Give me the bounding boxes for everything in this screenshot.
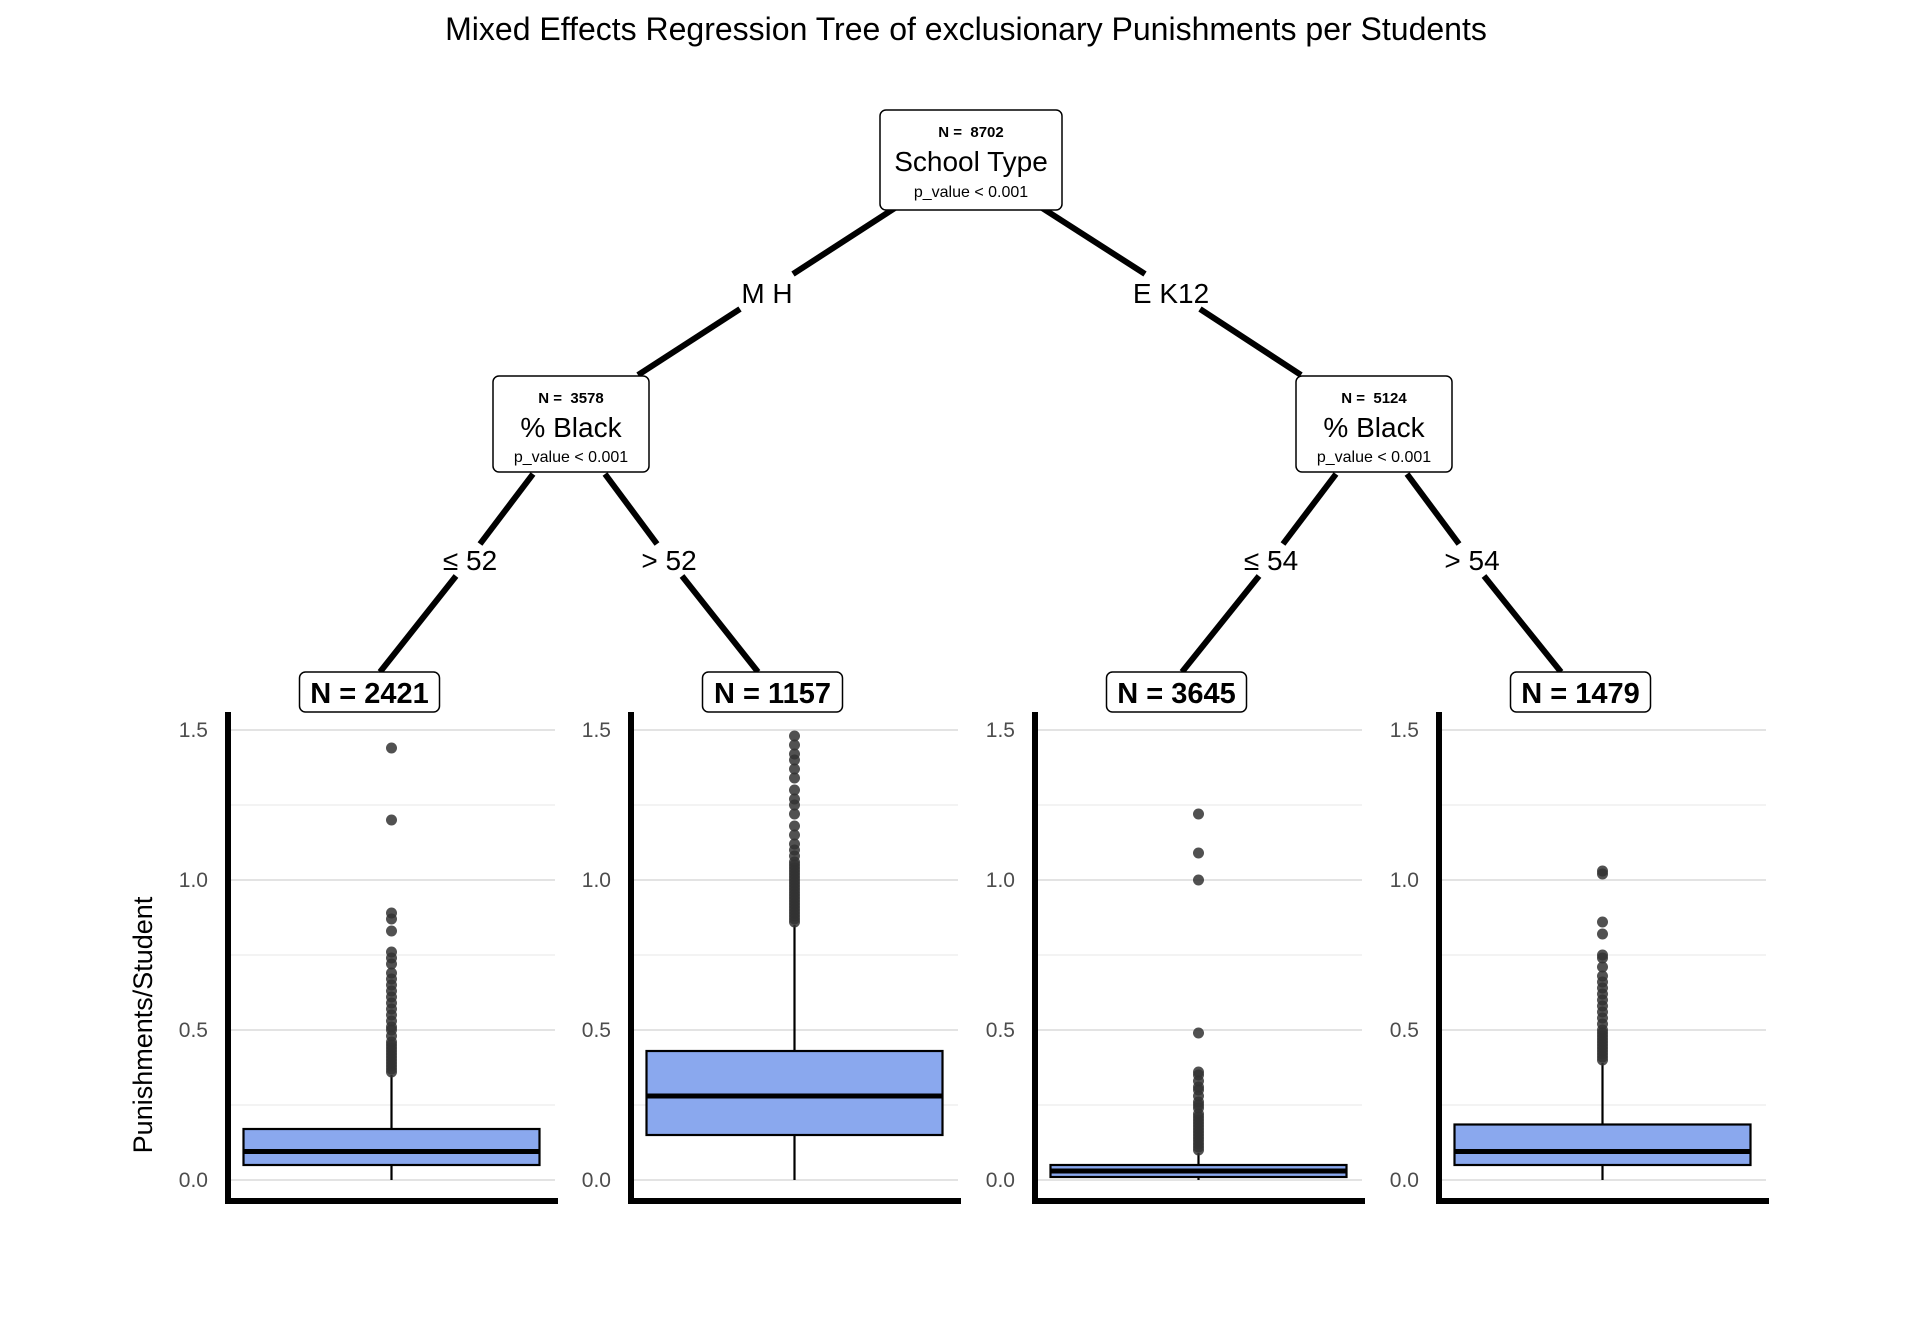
outlier-point [789, 730, 800, 742]
outlier-point [1597, 928, 1608, 940]
leaf-panel-3: 0.0 0.5 1.0 1.5 N = 3645 [986, 671, 1365, 1204]
edge-label-left-le: ≤ 52 [443, 545, 497, 576]
outlier-point [789, 808, 800, 820]
outlier-point [1597, 961, 1608, 973]
edge-root-right [1037, 203, 1147, 277]
outlier-point [1193, 874, 1204, 886]
outlier-point [1193, 1027, 1204, 1039]
iqr-box [242, 1127, 541, 1167]
outlier-point [789, 754, 800, 766]
leaf-label-box [1105, 671, 1248, 713]
inner-node-left-variable: % Black [520, 412, 622, 443]
leaf-label-box [701, 671, 844, 713]
chart-title: Mixed Effects Regression Tree of exclusi… [445, 11, 1487, 47]
inner-node-left-n: N = 3578 [538, 390, 603, 407]
edge-label-mh: M H [741, 278, 792, 309]
iqr-box [1453, 1123, 1752, 1167]
y-tick-label: 1.0 [179, 869, 208, 892]
leaf-n-label: N = 2421 [310, 678, 429, 710]
edge-right-le [1280, 472, 1339, 546]
edge-label-ek12: E K12 [1133, 278, 1209, 309]
leaf-panel-1: 0.0 0.5 1.0 1.5 N = 2421 [179, 671, 558, 1204]
iqr-box [645, 1049, 944, 1137]
leaf-n-label: N = 3645 [1117, 678, 1236, 710]
leaf-panel-4: 0.0 0.5 1.0 1.5 N = 1479 [1390, 671, 1769, 1204]
y-tick-label: 1.0 [1390, 869, 1419, 892]
outlier-point [386, 913, 397, 925]
edge-left-gt-lower [679, 574, 761, 674]
edge-left-le-lower [377, 574, 459, 674]
outlier-point [789, 916, 800, 928]
edge-label-left-gt: > 52 [641, 545, 696, 576]
inner-node-left-pvalue: p_value < 0.001 [514, 449, 628, 466]
edge-root-right-lower [1198, 306, 1303, 378]
root-node-variable: School Type [894, 146, 1048, 177]
y-tick-label: 0.5 [1390, 1019, 1419, 1042]
outlier-point [1597, 868, 1608, 880]
tree-edges [377, 203, 1564, 674]
root-node-n: N = 8702 [938, 124, 1003, 141]
outlier-point [789, 784, 800, 796]
outlier-point [386, 1066, 397, 1078]
inner-node-right: N = 5124 % Black p_value < 0.001 [1295, 375, 1453, 473]
leaf-panels: 0.0 0.5 1.0 1.5 N = 2421 0.0 0.5 1.0 1.5 N = 1157… [179, 671, 1769, 1204]
outlier-point [789, 820, 800, 832]
y-tick-label: 0.5 [179, 1019, 208, 1042]
y-tick-label: 1.5 [582, 719, 611, 742]
y-tick-label: 1.5 [1390, 719, 1419, 742]
inner-node-left: N = 3578 % Black p_value < 0.001 [492, 375, 650, 473]
edge-right-gt [1404, 472, 1462, 546]
y-axis-label: Punishments/Student [128, 896, 158, 1153]
edge-right-le-lower [1179, 574, 1262, 674]
outlier-point [789, 799, 800, 811]
leaf-label-box [1509, 671, 1652, 713]
edge-label-right-le: ≤ 54 [1244, 545, 1298, 576]
edge-left-le [477, 472, 536, 546]
leaf-panel-2: 0.0 0.5 1.0 1.5 N = 1157 [582, 671, 961, 1204]
root-node-pvalue: p_value < 0.001 [914, 184, 1028, 201]
outlier-point [1597, 952, 1608, 964]
outlier-point [789, 763, 800, 775]
leaf-n-label: N = 1479 [1521, 678, 1640, 710]
y-tick-label: 0.0 [582, 1169, 611, 1192]
outlier-point [1597, 1054, 1608, 1066]
y-tick-label: 1.0 [582, 869, 611, 892]
outlier-point [386, 814, 397, 826]
outlier-point [386, 925, 397, 937]
inner-node-right-pvalue: p_value < 0.001 [1317, 449, 1431, 466]
outlier-point [386, 958, 397, 970]
edge-label-right-gt: > 54 [1444, 545, 1499, 576]
outlier-point [1193, 1144, 1204, 1156]
inner-node-right-n: N = 5124 [1341, 390, 1407, 407]
y-tick-label: 0.0 [986, 1169, 1015, 1192]
outlier-point [1193, 808, 1204, 820]
y-tick-label: 0.0 [1390, 1169, 1419, 1192]
outlier-point [789, 772, 800, 784]
y-tick-label: 1.5 [179, 719, 208, 742]
inner-node-right-variable: % Black [1323, 412, 1425, 443]
y-tick-label: 1.5 [986, 719, 1015, 742]
edge-right-gt-lower [1481, 574, 1564, 674]
y-tick-label: 1.0 [986, 869, 1015, 892]
root-node: N = 8702 School Type p_value < 0.001 [879, 109, 1063, 211]
outlier-point [789, 739, 800, 751]
y-tick-label: 0.5 [582, 1019, 611, 1042]
edge-left-gt [602, 472, 660, 546]
edge-root-left-lower [636, 306, 742, 378]
outlier-point [1193, 847, 1204, 859]
edge-root-left [791, 203, 900, 277]
outlier-point [386, 742, 397, 754]
y-tick-label: 0.0 [179, 1169, 208, 1192]
outlier-point [789, 829, 800, 841]
leaf-label-box [298, 671, 441, 713]
leaf-n-label: N = 1157 [714, 678, 831, 710]
y-tick-label: 0.5 [986, 1019, 1015, 1042]
outlier-point [1597, 916, 1608, 928]
